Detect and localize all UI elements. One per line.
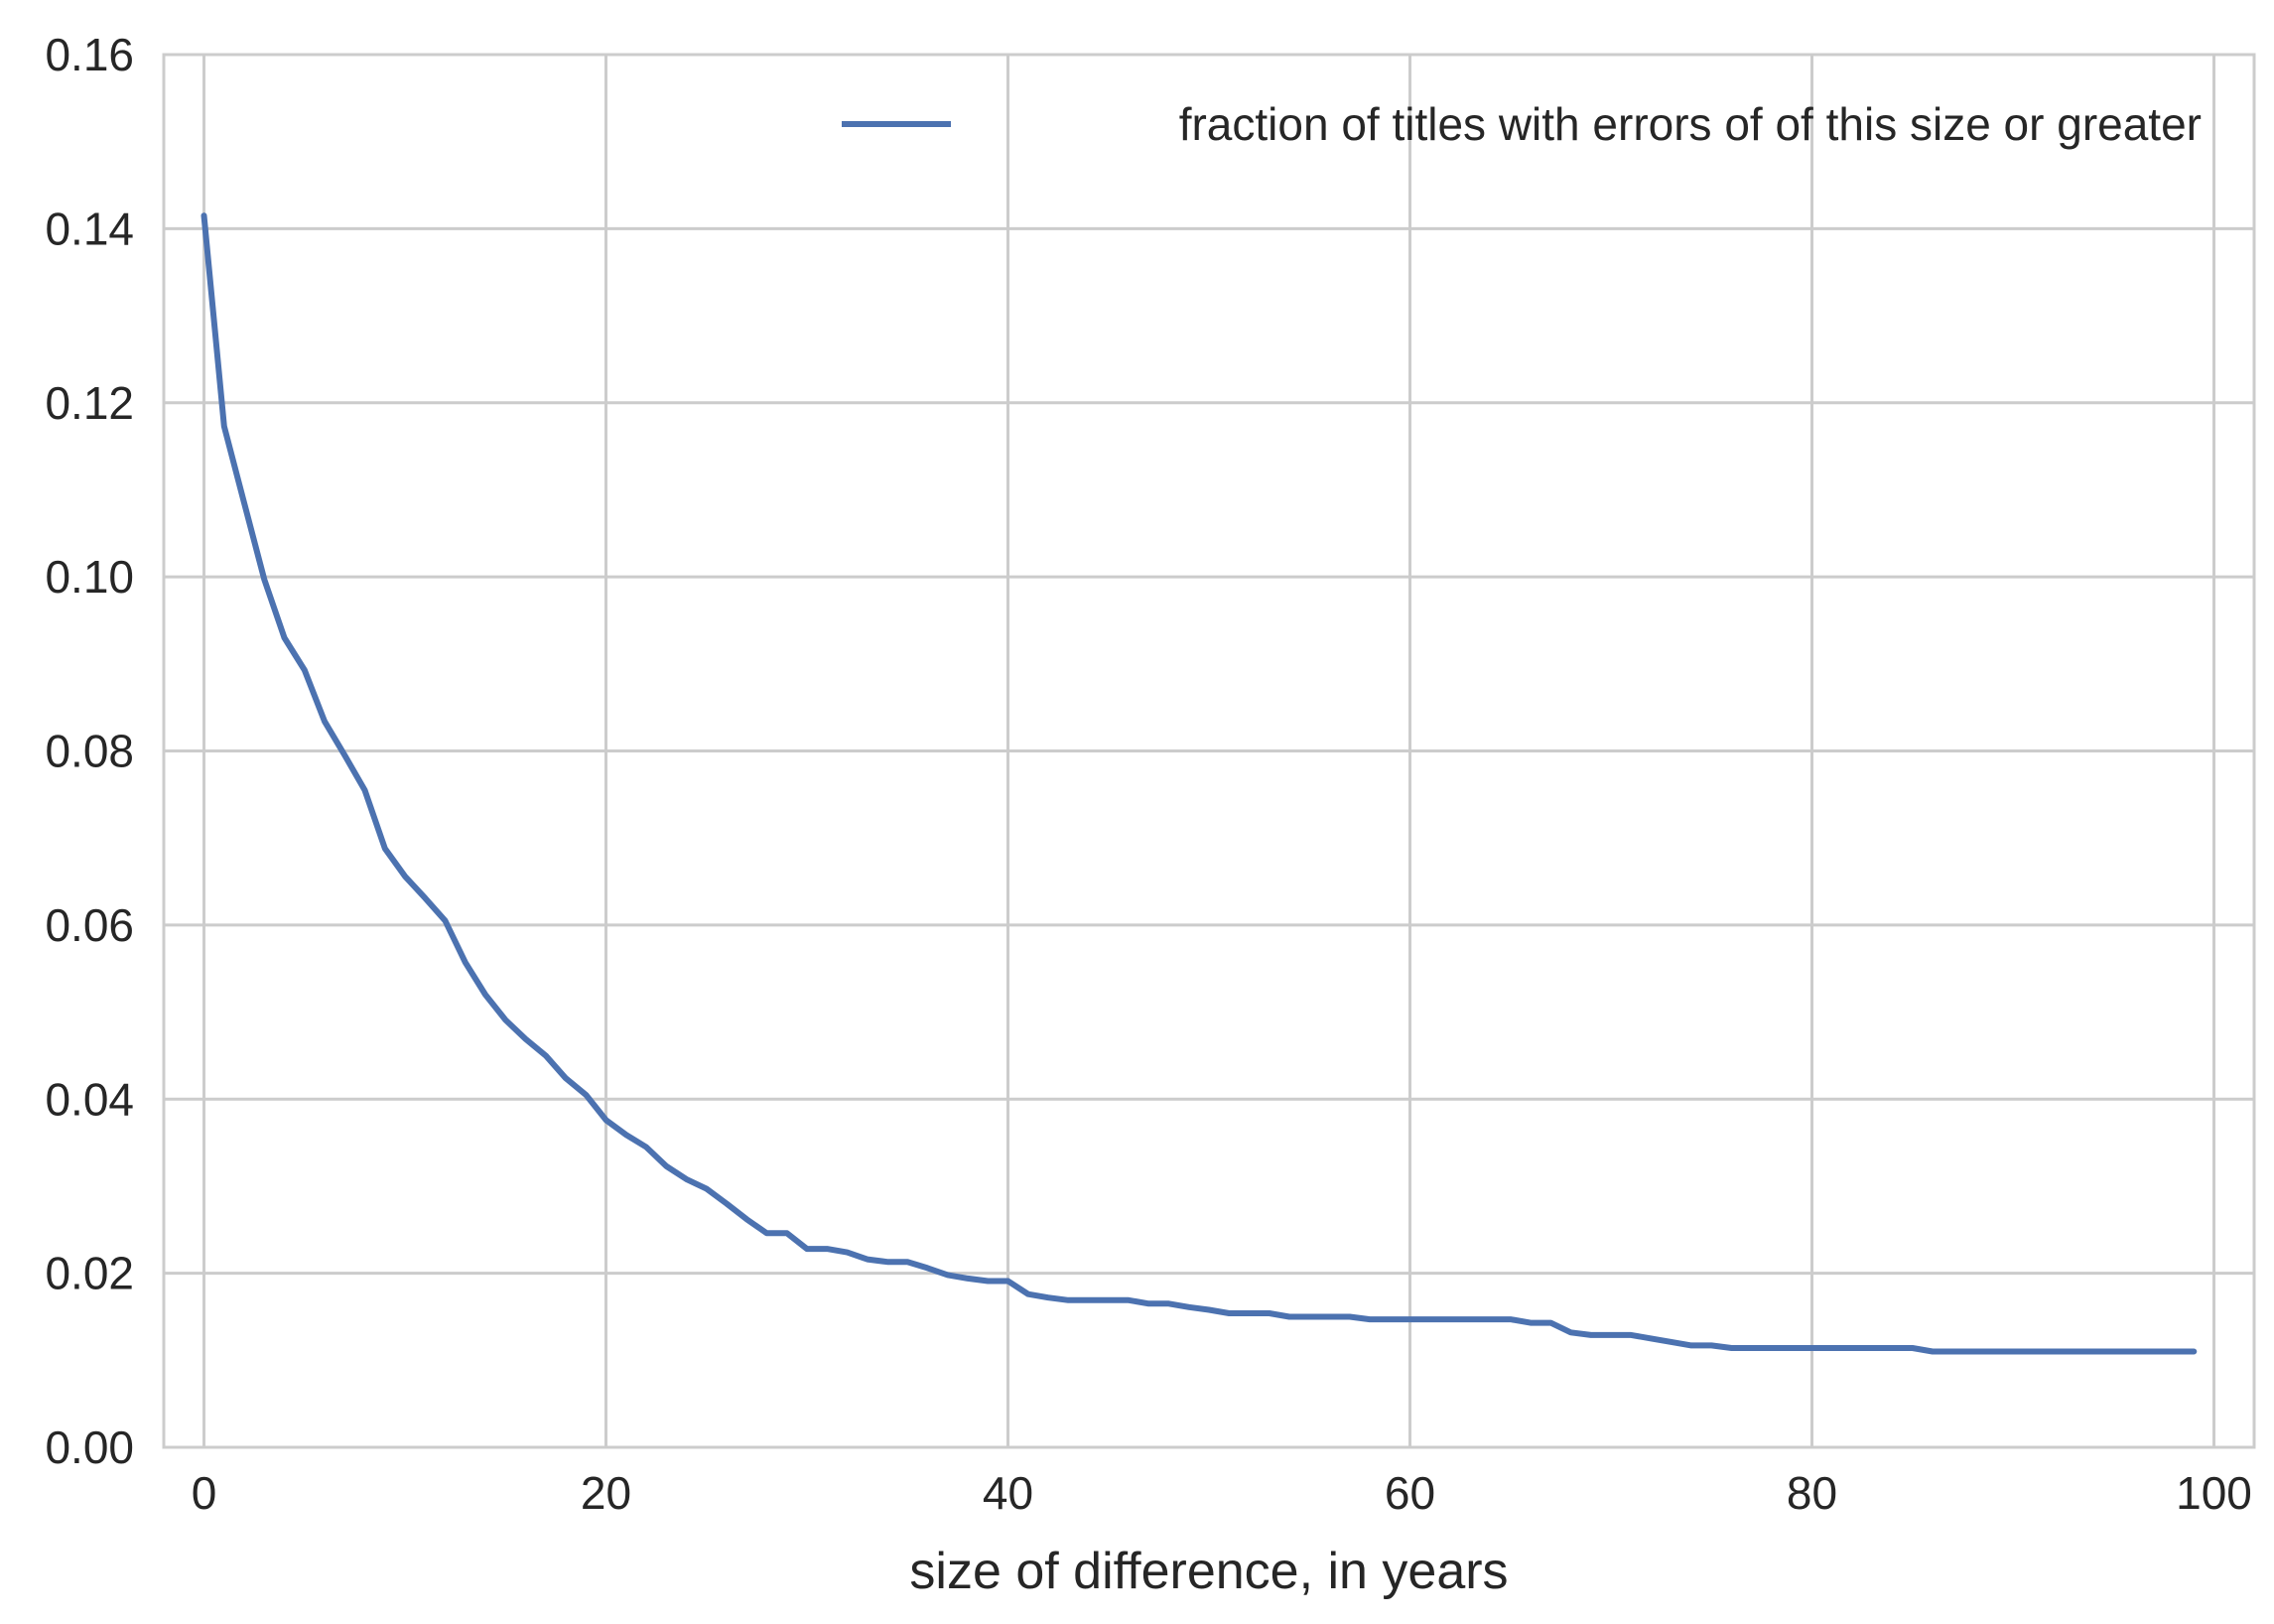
y-tick-labels: 0.00 0.02 0.04 0.06 0.08 0.10 0.12 0.14 0.16 <box>45 29 134 1473</box>
y-tick-label: 0.08 <box>45 726 134 777</box>
x-tick-label: 0 <box>192 1467 217 1519</box>
y-tick-label: 0.14 <box>45 203 134 254</box>
y-tick-label: 0.06 <box>45 899 134 951</box>
legend: fraction of titles with errors of of thi… <box>842 98 2202 150</box>
y-tick-label: 0.04 <box>45 1073 134 1125</box>
grid-lines <box>164 53 2254 1449</box>
y-tick-label: 0.12 <box>45 377 134 429</box>
y-tick-label: 0.00 <box>45 1421 134 1473</box>
x-tick-labels: 0 20 40 60 80 100 <box>192 1467 2252 1519</box>
y-tick-label: 0.16 <box>45 29 134 80</box>
y-tick-label: 0.02 <box>45 1248 134 1299</box>
x-tick-label: 40 <box>983 1467 1033 1519</box>
x-tick-label: 60 <box>1385 1467 1435 1519</box>
x-tick-label: 100 <box>2176 1467 2252 1519</box>
plot-frame <box>162 53 2256 1449</box>
x-tick-label: 20 <box>581 1467 631 1519</box>
series-line-1 <box>201 212 2198 1355</box>
y-tick-label: 0.10 <box>45 551 134 603</box>
series-lines <box>201 212 2198 1355</box>
legend-label-series-1: fraction of titles with errors of of thi… <box>1179 98 2202 150</box>
x-axis-label: size of difference, in years <box>909 1543 1508 1600</box>
x-tick-label: 80 <box>1787 1467 1837 1519</box>
